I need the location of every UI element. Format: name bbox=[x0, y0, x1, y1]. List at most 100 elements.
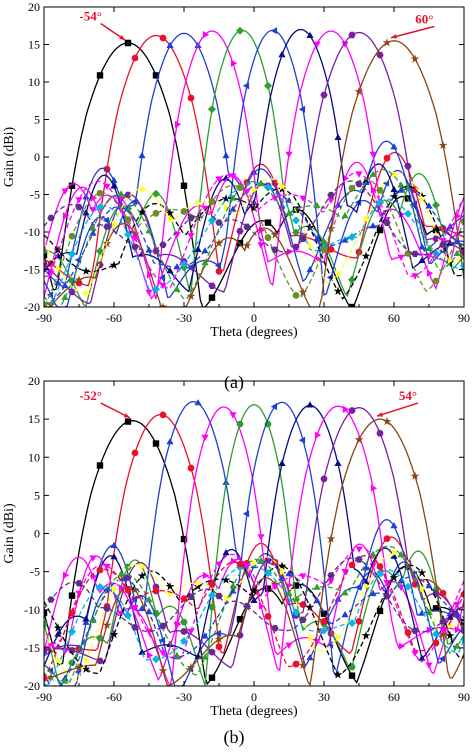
data-point bbox=[61, 293, 69, 300]
data-point bbox=[187, 464, 195, 472]
data-point bbox=[53, 245, 63, 254]
data-point bbox=[369, 151, 377, 158]
x-tick-label: 90 bbox=[458, 690, 470, 704]
data-point bbox=[453, 249, 461, 257]
series-3 bbox=[44, 32, 464, 288]
data-point bbox=[264, 234, 272, 241]
data-point bbox=[131, 624, 139, 631]
data-point bbox=[355, 546, 363, 553]
data-point bbox=[355, 180, 363, 188]
data-point bbox=[75, 580, 83, 587]
y-axis-label: Gain (dBi) bbox=[2, 503, 17, 564]
annotation: -52° bbox=[79, 388, 131, 419]
data-point bbox=[454, 626, 462, 634]
y-tick-label: 15 bbox=[28, 412, 40, 426]
data-point bbox=[103, 563, 111, 571]
data-point bbox=[271, 584, 279, 591]
annotation-arrow bbox=[390, 25, 435, 39]
data-point bbox=[264, 183, 272, 192]
data-point bbox=[61, 281, 69, 289]
data-point bbox=[369, 222, 377, 229]
data-point bbox=[419, 194, 427, 203]
data-point bbox=[68, 592, 76, 599]
data-point bbox=[292, 292, 300, 299]
data-point bbox=[44, 675, 48, 682]
data-point bbox=[341, 611, 349, 618]
data-point bbox=[390, 522, 398, 529]
data-point bbox=[383, 219, 391, 226]
data-point bbox=[96, 462, 104, 469]
data-point bbox=[54, 630, 62, 637]
series-line bbox=[44, 31, 464, 305]
y-tick-label: 15 bbox=[28, 38, 40, 52]
data-point bbox=[214, 238, 224, 247]
data-point bbox=[425, 244, 433, 251]
data-point bbox=[201, 205, 209, 212]
data-point bbox=[306, 31, 314, 38]
data-point bbox=[165, 581, 175, 591]
data-point bbox=[221, 194, 231, 203]
data-point bbox=[215, 176, 223, 183]
data-point bbox=[439, 627, 447, 634]
data-point bbox=[270, 230, 280, 239]
data-point bbox=[201, 653, 209, 660]
data-point bbox=[348, 672, 356, 679]
x-tick-label: -30 bbox=[176, 311, 192, 325]
data-point bbox=[390, 185, 398, 193]
data-point bbox=[397, 550, 405, 558]
series-9 bbox=[44, 31, 464, 305]
data-point bbox=[404, 629, 412, 637]
data-point bbox=[89, 555, 97, 562]
data-point bbox=[376, 186, 384, 194]
data-point bbox=[62, 212, 70, 220]
data-point bbox=[348, 619, 356, 628]
data-point bbox=[110, 176, 118, 183]
data-point bbox=[258, 602, 266, 610]
series-line bbox=[44, 407, 464, 669]
data-point bbox=[355, 556, 363, 563]
data-point bbox=[145, 227, 153, 234]
data-point bbox=[236, 228, 244, 235]
y-tick-label: 10 bbox=[28, 75, 40, 89]
data-point bbox=[222, 549, 230, 556]
data-point bbox=[102, 620, 112, 629]
data-point bbox=[74, 256, 82, 264]
data-point bbox=[174, 620, 182, 628]
data-point bbox=[404, 249, 412, 257]
y-tick-label: 20 bbox=[28, 374, 40, 388]
data-point bbox=[180, 628, 188, 635]
data-point bbox=[75, 590, 83, 597]
data-point bbox=[326, 641, 334, 649]
data-point bbox=[306, 401, 314, 408]
data-point bbox=[89, 207, 97, 214]
data-point bbox=[130, 198, 138, 206]
data-point bbox=[180, 595, 188, 603]
data-point bbox=[138, 648, 146, 655]
data-point bbox=[243, 223, 251, 230]
data-point bbox=[307, 242, 315, 250]
x-axis-label: Theta (degrees) bbox=[210, 325, 298, 340]
data-point bbox=[447, 256, 455, 264]
data-point bbox=[363, 582, 371, 590]
data-point bbox=[460, 262, 464, 270]
data-point bbox=[432, 605, 440, 612]
data-point bbox=[376, 563, 384, 570]
data-point bbox=[333, 670, 343, 679]
y-tick-label: -20 bbox=[24, 679, 40, 693]
data-point bbox=[257, 180, 265, 187]
data-point bbox=[306, 266, 314, 273]
data-point bbox=[306, 654, 314, 661]
data-point bbox=[194, 399, 202, 406]
data-point bbox=[124, 216, 132, 224]
data-point bbox=[460, 627, 464, 635]
data-point bbox=[411, 627, 419, 634]
y-tick-label: -15 bbox=[24, 641, 40, 655]
data-point bbox=[68, 232, 76, 240]
data-point bbox=[68, 647, 76, 654]
data-point bbox=[74, 275, 84, 284]
data-point bbox=[208, 198, 216, 206]
data-point bbox=[145, 596, 153, 603]
data-point bbox=[124, 563, 132, 571]
data-point bbox=[361, 630, 371, 640]
data-point bbox=[96, 566, 104, 574]
